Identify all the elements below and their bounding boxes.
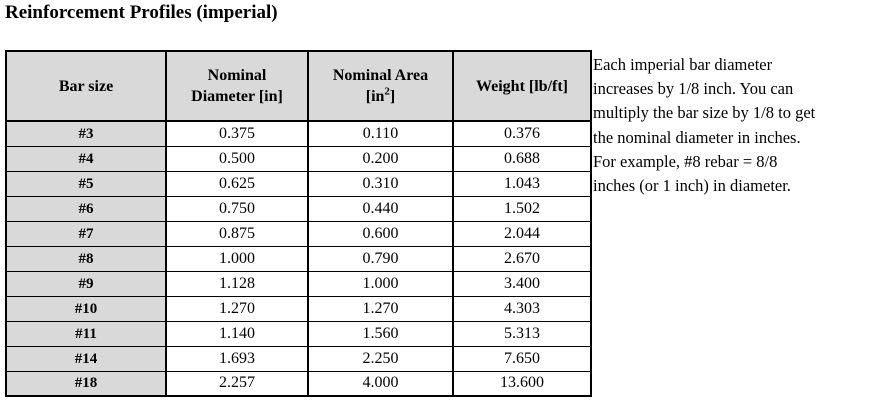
column-header-weight: Weight [lb/ft] [452,50,592,122]
table-row: #6 0.750 0.440 1.502 [5,195,592,222]
rebar-table-container: Bar size Nominal Diameter [in] Nominal Area… [5,50,592,397]
table-row: #3 0.375 0.110 0.376 [5,120,592,147]
note-line: the nominal diameter in inches. [593,127,801,147]
diameter-cell: 1.693 [165,345,309,372]
diameter-cell: 0.625 [165,170,309,197]
size-cell: #8 [5,245,167,272]
diameter-cell: 0.750 [165,195,309,222]
diameter-cell: 2.257 [165,370,309,397]
area-cell: 1.270 [307,295,454,322]
area-cell: 4.000 [307,370,454,397]
area-cell: 1.000 [307,270,454,297]
weight-cell: 0.376 [452,120,592,147]
size-cell: #10 [5,295,167,322]
table-header-row: Bar size Nominal Diameter [in] Nominal Area… [5,50,592,122]
note-line: increases by 1/8 inch. You can [593,79,794,99]
area-cell: 1.560 [307,320,454,347]
table-row: #14 1.693 2.250 7.650 [5,345,592,372]
table-row: #8 1.000 0.790 2.670 [5,245,592,272]
note-line: Each imperial bar diameter [593,55,773,74]
size-cell: #18 [5,370,167,397]
weight-cell: 5.313 [452,320,592,347]
weight-cell: 3.400 [452,270,592,297]
weight-cell: 1.502 [452,195,592,222]
area-cell: 0.200 [307,145,454,172]
size-cell: #6 [5,195,167,222]
weight-cell: 2.044 [452,220,592,247]
weight-cell: 13.600 [452,370,592,397]
weight-cell: 2.670 [452,245,592,272]
table-row: #4 0.500 0.200 0.688 [5,145,592,172]
area-cell: 0.110 [307,120,454,147]
diameter-cell: 1.270 [165,295,309,322]
rebar-table: Bar size Nominal Diameter [in] Nominal Area… [5,50,592,397]
size-cell: #11 [5,320,167,347]
page-title: Reinforcement Profiles (imperial) [5,2,278,23]
column-header-area: Nominal Area [in2] [307,50,454,122]
size-cell: #7 [5,220,167,247]
diameter-cell: 0.500 [165,145,309,172]
area-cell: 0.790 [307,245,454,272]
table-row: #7 0.875 0.600 2.044 [5,220,592,247]
table-row: #10 1.270 1.270 4.303 [5,295,592,322]
area-cell: 0.310 [307,170,454,197]
diameter-cell: 1.140 [165,320,309,347]
note-line: inches (or 1 inch) in diameter. [593,176,791,196]
diameter-cell: 1.128 [165,270,309,297]
column-header-diameter: Nominal Diameter [in] [165,50,309,122]
weight-cell: 4.303 [452,295,592,322]
area-cell: 0.440 [307,195,454,222]
table-row: #9 1.128 1.000 3.400 [5,270,592,297]
table-body: #3 0.375 0.110 0.376 #4 0.500 0.200 0.688 #5 0.62… [5,120,592,397]
diameter-cell: 0.875 [165,220,309,247]
size-cell: #5 [5,170,167,197]
weight-cell: 0.688 [452,145,592,172]
size-cell: #4 [5,145,167,172]
table-row: #5 0.625 0.310 1.043 [5,170,592,197]
area-cell: 2.250 [307,345,454,372]
weight-cell: 1.043 [452,170,592,197]
size-cell: #3 [5,120,167,147]
diameter-cell: 0.375 [165,120,309,147]
note-line: For example, #8 rebar = 8/8 [593,151,778,171]
column-header-size: Bar size [5,50,167,122]
table-row: #18 2.257 4.000 13.600 [5,370,592,397]
table-row: #11 1.140 1.560 5.313 [5,320,592,347]
diameter-cell: 1.000 [165,245,309,272]
note-line: multiply the bar size by 1/8 to get [593,103,816,123]
weight-cell: 7.650 [452,345,592,372]
size-cell: #9 [5,270,167,297]
area-cell: 0.600 [307,220,454,247]
note-text: Each imperial bar diameter increases by 1… [593,53,815,198]
size-cell: #14 [5,345,167,372]
